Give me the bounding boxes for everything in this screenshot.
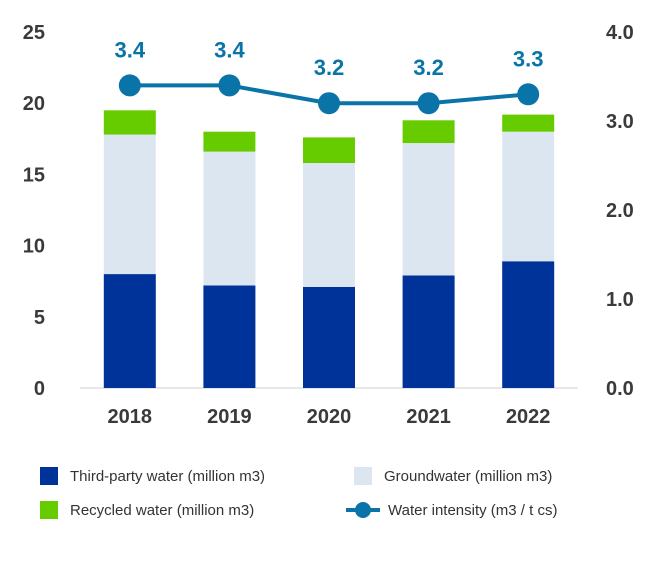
bar-segment-groundwater-2020 bbox=[303, 163, 355, 287]
x-tick-label: 2022 bbox=[506, 406, 551, 428]
water-intensity-point bbox=[118, 74, 141, 97]
y-right-tick-label: 4.0 bbox=[606, 22, 634, 44]
bar-segment-groundwater-2021 bbox=[402, 143, 455, 276]
water-intensity-point bbox=[517, 83, 540, 106]
y-left-tick-label: 20 bbox=[23, 93, 45, 115]
water-intensity-data-label: 3.4 bbox=[115, 37, 146, 62]
y-left-tick-label: 15 bbox=[23, 164, 45, 186]
y-right-tick-label: 1.0 bbox=[606, 289, 634, 311]
bar-segment-recycled-2020 bbox=[303, 137, 355, 164]
x-tick-label: 2019 bbox=[207, 406, 252, 428]
legend-label: Third-party water (million m3) bbox=[70, 468, 265, 485]
bar-segment-third-party-2019 bbox=[203, 285, 256, 388]
y-left-tick-label: 5 bbox=[34, 307, 45, 329]
bar-segment-recycled-2022 bbox=[502, 114, 555, 132]
y-right-tick-label: 2.0 bbox=[606, 200, 634, 222]
legend-label: Water intensity (m3 / t cs) bbox=[388, 502, 557, 519]
bar-segment-third-party-2020 bbox=[303, 286, 355, 388]
legend-swatch bbox=[354, 467, 372, 485]
x-tick-label: 2021 bbox=[406, 406, 451, 428]
legend-swatch bbox=[40, 467, 58, 485]
x-tick-label: 2018 bbox=[108, 406, 153, 428]
water-intensity-point bbox=[417, 92, 440, 115]
bar-segment-recycled-2021 bbox=[402, 120, 455, 144]
water-intensity-data-label: 3.2 bbox=[314, 55, 345, 80]
y-left-tick-label: 0 bbox=[34, 378, 45, 400]
legend-label: Groundwater (million m3) bbox=[384, 468, 552, 485]
y-left-tick-label: 25 bbox=[23, 22, 45, 44]
bar-segment-third-party-2018 bbox=[103, 274, 156, 388]
bar-segment-third-party-2021 bbox=[402, 275, 455, 388]
water-intensity-point bbox=[218, 74, 241, 97]
y-right-tick-label: 0.0 bbox=[606, 378, 634, 400]
bar-segment-groundwater-2019 bbox=[203, 151, 256, 286]
y-right-tick-label: 3.0 bbox=[606, 111, 634, 133]
water-intensity-data-label: 3.3 bbox=[513, 46, 544, 71]
water-intensity-data-label: 3.4 bbox=[214, 37, 245, 62]
bar-segment-recycled-2018 bbox=[103, 110, 156, 135]
bar-segment-groundwater-2022 bbox=[502, 131, 555, 262]
y-left-tick-label: 10 bbox=[23, 236, 45, 258]
legend-label: Recycled water (million m3) bbox=[70, 502, 254, 519]
x-tick-label: 2020 bbox=[307, 406, 352, 428]
legend-marker bbox=[355, 502, 371, 518]
water-intensity-point bbox=[318, 92, 340, 115]
water-intensity-data-label: 3.2 bbox=[413, 55, 444, 80]
bar-segment-groundwater-2018 bbox=[103, 134, 156, 275]
legend-swatch bbox=[40, 501, 58, 519]
bar-segment-third-party-2022 bbox=[502, 261, 555, 388]
bar-segment-recycled-2019 bbox=[203, 131, 256, 152]
